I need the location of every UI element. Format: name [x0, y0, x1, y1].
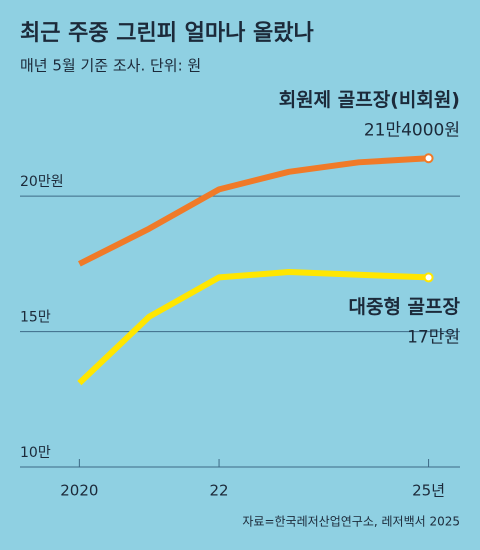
legend-label: 대중형 골프장 — [349, 296, 461, 318]
chart-subtitle: 매년 5월 기준 조사. 단위: 원 — [20, 57, 201, 75]
series-line — [78, 155, 429, 267]
source: 자료=한국레저산업연구소, 레저백서 2025 — [242, 515, 460, 529]
series-line — [77, 269, 429, 386]
value-label: 21만4000원 — [364, 120, 460, 140]
end-marker — [423, 153, 434, 164]
end-marker — [423, 272, 434, 283]
chart-title: 최근 주중 그린피 얼마나 올랐나 — [20, 21, 314, 46]
x-tick-label: 2020 — [60, 482, 98, 500]
value-label: 17만원 — [407, 327, 460, 347]
y-tick-label: 10만 — [20, 445, 51, 461]
x-tick-label: 22 — [210, 482, 229, 500]
y-tick-label: 20만원 — [20, 174, 64, 190]
legend-label: 회원제 골프장(비회원) — [279, 89, 460, 111]
x-tick-label: 25년 — [412, 482, 445, 500]
y-tick-label: 15만 — [20, 310, 51, 326]
